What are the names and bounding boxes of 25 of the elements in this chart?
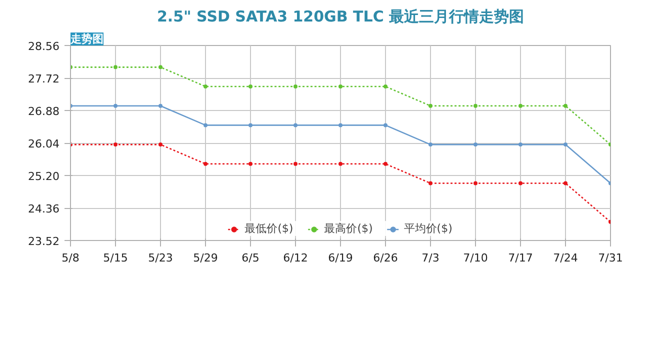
x-tick-label: 5/8 [62,252,80,264]
y-tick-label: 28.56 [28,40,60,53]
x-tick-label: 6/19 [328,252,353,264]
x-tick-label: 6/12 [283,252,308,264]
y-tick-label: 24.36 [28,202,60,216]
x-tick-label: 7/24 [553,252,578,264]
x-tick-label: 5/23 [148,252,173,264]
x-tick-label: 5/29 [193,252,218,264]
legend-label: 平均价($) [404,221,452,236]
text: 走势图 [70,32,104,46]
x-tick-label: 5/15 [103,252,128,264]
x-tick-label: 7/10 [463,252,488,264]
y-tick-label: 25.20 [28,170,60,183]
x-tick-label: 7/31 [598,252,623,264]
y-tick-label: 26.04 [28,138,60,150]
x-tick-label: 7/17 [508,252,533,264]
legend-label: 最低价($) [244,221,294,236]
x-tick-label: 6/5 [242,252,260,264]
x-tick-label: 7/3 [422,252,440,264]
chart-title: 2.5" SSD SATA3 120GB TLC 最近三月行情走势图 [156,8,524,26]
x-tick-label: 6/26 [373,252,398,264]
y-tick-label: 26.88 [28,105,60,118]
y-tick-label: 23.52 [28,235,60,248]
y-tick-label: 27.72 [28,72,60,86]
legend-label: 最高价($) [324,221,373,236]
